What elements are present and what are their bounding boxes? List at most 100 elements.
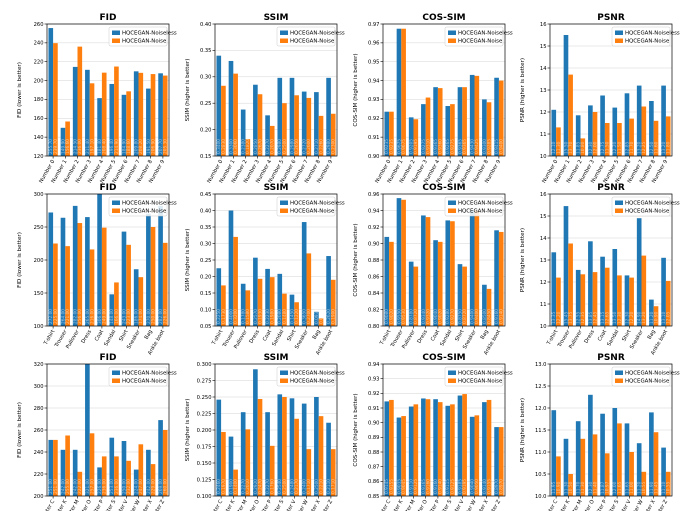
bar-noiseless [289, 294, 295, 326]
bar-value-label: 0.9285 [486, 139, 492, 154]
y-tick-label: 13 [540, 258, 547, 264]
axes-frame [46, 363, 170, 497]
legend-swatch-noise [112, 208, 120, 213]
y-tick-label: 0.05 [200, 324, 212, 330]
x-tick-label: Letter M [65, 499, 81, 511]
y-axis-label: FID (lower is better) [17, 402, 23, 458]
bar-noiseless [158, 73, 163, 156]
x-tick-label: Dress [80, 329, 93, 345]
chart-title: SSIM [264, 183, 289, 193]
bar-value-label: 0.9125 [450, 479, 456, 494]
x-tick-label: Letter Z [487, 499, 503, 511]
y-tick-label: 0.96 [368, 192, 380, 198]
bar-noiseless [85, 364, 90, 496]
y-tick-label: 0.93 [368, 97, 380, 103]
bar-value-label: 149.90 [60, 139, 66, 154]
y-tick-label: 0.25 [200, 258, 212, 264]
bar-value-label: 247.00 [138, 479, 144, 494]
bar-value-label: 0.9155 [486, 479, 492, 494]
y-tick-label: 0.25 [200, 101, 212, 107]
y-tick-label: 150 [34, 291, 44, 297]
bar-noise [580, 138, 586, 156]
y-tick-label: 140 [34, 135, 44, 141]
subplot-cos-sim-2: COS-SIM0.800.820.840.860.880.900.920.940… [353, 183, 513, 356]
legend-label-noiseless: HQCEGAN-Noiseless [625, 201, 680, 207]
legend-swatch-noiseless [448, 370, 456, 375]
bar-value-label: 12.05 [666, 311, 672, 324]
legend-label-noise: HQCEGAN-Noise [458, 39, 503, 45]
bar-noiseless [121, 441, 127, 496]
bar-noiseless [314, 397, 319, 496]
bar-noiseless [216, 399, 222, 496]
legend: HQCEGAN-Noiseless HQCEGAN-Noise [276, 196, 345, 217]
bar-value-label: 0.2720 [302, 139, 308, 154]
bar-noiseless [551, 252, 557, 326]
bar-value-label: 12.20 [612, 141, 618, 154]
bar-value-label: 11.20 [649, 311, 655, 324]
bar-noise [150, 464, 156, 496]
bar-noiseless [97, 98, 102, 156]
bar-value-label: 255.70 [48, 139, 54, 154]
bar-noiseless [551, 410, 557, 496]
bar-value-label: 239.70 [53, 139, 59, 154]
bar-value-label: 0.9235 [389, 139, 395, 154]
bar-noiseless [482, 402, 487, 496]
bar-value-label: 0.9365 [433, 139, 439, 154]
y-tick-label: 300 [34, 384, 44, 390]
legend-label-noise: HQCEGAN-Noise [625, 39, 670, 45]
bar-noiseless [146, 88, 151, 156]
bar-noise [425, 217, 431, 326]
bar-noise [138, 444, 144, 496]
bar-value-label: 0.8750 [457, 309, 463, 324]
bar-noiseless [494, 77, 499, 156]
bar-value-label: 13.50 [612, 311, 618, 324]
legend-label-noise: HQCEGAN-Noise [122, 209, 167, 215]
bar-noise [162, 75, 168, 156]
bar-value-label: 0.9035 [396, 479, 402, 494]
bar-value-label: 0.9270 [450, 309, 456, 324]
bar-value-label: 0.9360 [438, 139, 444, 154]
bar-value-label: 12.20 [629, 311, 635, 324]
x-tick-label: Letter M [568, 499, 584, 511]
bar-value-label: 0.1970 [221, 479, 227, 494]
x-tick-label: Letter K [53, 498, 69, 511]
bar-noise [425, 399, 431, 496]
bar-noise [450, 104, 455, 156]
bar-value-label: 11.80 [666, 141, 672, 154]
bar-noise [162, 242, 168, 326]
bar-value-label: 260.00 [163, 479, 169, 494]
bar-noise [653, 120, 659, 156]
axes-frame [214, 363, 338, 497]
bar-noiseless [314, 92, 319, 156]
x-tick-label: Letter V [617, 499, 633, 511]
y-tick-label: 15 [540, 44, 547, 50]
x-tick-label: Letter X [474, 499, 490, 511]
x-tick-label: Coat [94, 329, 105, 342]
bar-value-label: 0.3650 [302, 309, 308, 324]
bar-value-label: 251.00 [53, 479, 59, 494]
legend-box [444, 26, 504, 47]
x-tick-label: Letter W [293, 499, 309, 511]
y-tick-label: 0.84 [368, 291, 380, 297]
subplot-cos-sim-3: COS-SIM 0.85 0.86 0.87 0.88 0.89 0.90 0.91 0.92 0… [353, 353, 513, 511]
y-tick-label: 10 [540, 324, 547, 330]
bar-value-label: 0.9300 [482, 139, 488, 154]
bar-value-label: 0.2380 [241, 139, 247, 154]
legend-box [276, 196, 336, 217]
bar-noise [629, 118, 634, 156]
bar-noise [580, 438, 586, 496]
bar-noiseless [421, 215, 426, 326]
bar-noise [221, 285, 226, 326]
legend-box [444, 366, 504, 387]
bar-noiseless [158, 420, 163, 496]
x-tick-label: Shirt [621, 329, 632, 343]
bar-noiseless [445, 220, 451, 326]
x-tick-label: Letter K [556, 498, 572, 511]
bar-value-label: 214.90 [114, 139, 120, 154]
bar-noiseless [228, 60, 234, 156]
bar-noiseless [289, 398, 295, 496]
bar-value-label: 0.2250 [216, 309, 222, 324]
bar-noise [401, 199, 406, 326]
x-tick-label: Bag [480, 329, 490, 341]
bar-noiseless [396, 417, 402, 496]
